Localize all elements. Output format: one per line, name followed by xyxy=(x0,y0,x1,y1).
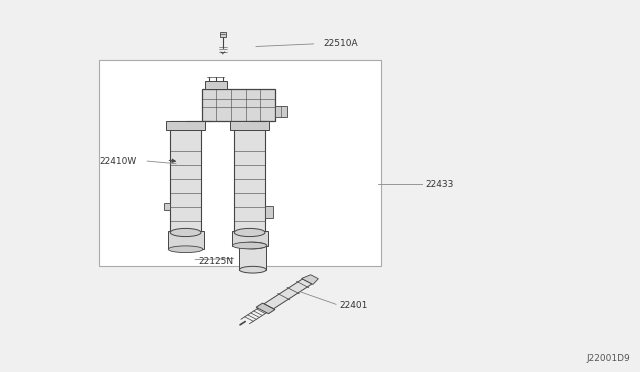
Bar xyxy=(275,106,287,117)
Bar xyxy=(205,81,227,89)
Text: J22001D9: J22001D9 xyxy=(587,354,630,363)
Polygon shape xyxy=(164,203,170,210)
Polygon shape xyxy=(264,279,312,309)
Polygon shape xyxy=(265,206,273,218)
Ellipse shape xyxy=(168,246,203,253)
Text: 22510A: 22510A xyxy=(323,39,358,48)
Bar xyxy=(220,32,226,37)
Bar xyxy=(202,89,275,121)
Bar xyxy=(239,246,266,270)
Text: 22410W: 22410W xyxy=(99,157,136,166)
Ellipse shape xyxy=(239,242,266,249)
Bar xyxy=(232,231,268,246)
Bar xyxy=(170,121,201,232)
Bar xyxy=(230,121,269,130)
Bar xyxy=(166,121,205,130)
Bar xyxy=(168,231,204,249)
Ellipse shape xyxy=(234,228,265,237)
Ellipse shape xyxy=(232,242,267,249)
Text: 22125N: 22125N xyxy=(198,257,234,266)
Polygon shape xyxy=(256,303,275,314)
Bar xyxy=(99,60,381,266)
Text: 22433: 22433 xyxy=(426,180,454,189)
Ellipse shape xyxy=(239,266,266,273)
Text: 22401: 22401 xyxy=(339,301,367,310)
Ellipse shape xyxy=(170,228,201,237)
Bar xyxy=(234,121,265,232)
Polygon shape xyxy=(301,275,318,285)
